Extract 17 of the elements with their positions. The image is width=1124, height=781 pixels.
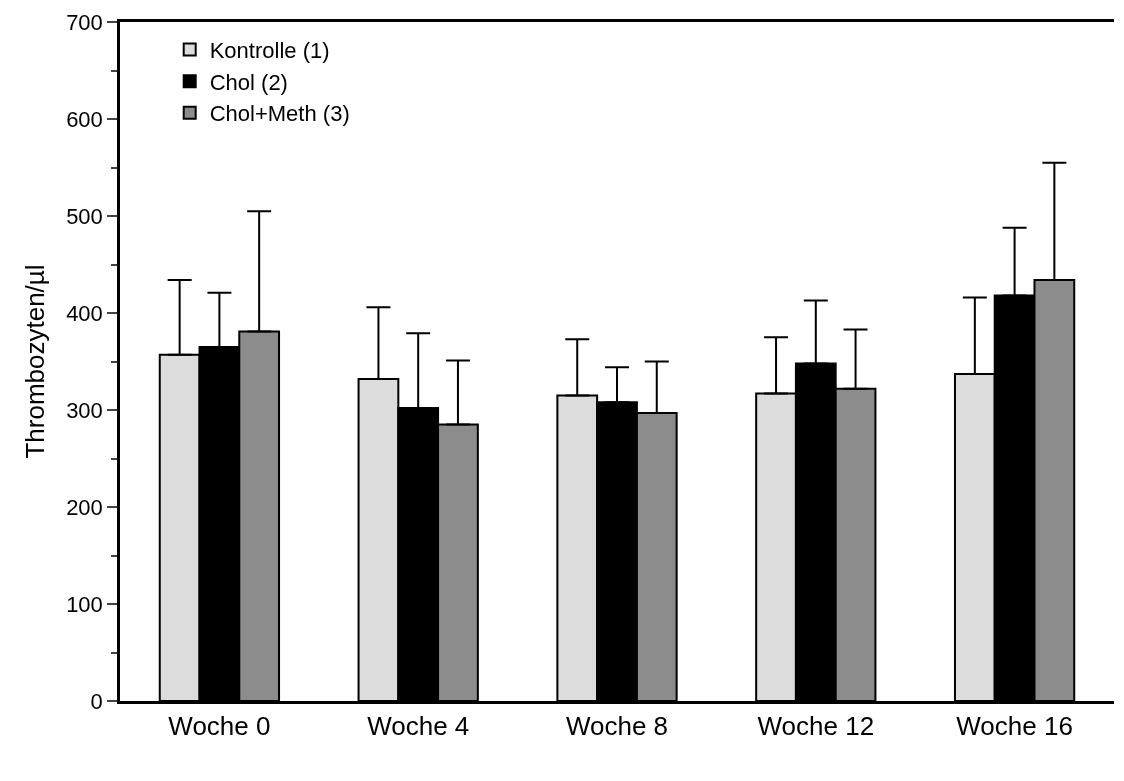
legend-label: Kontrolle (1) [209,38,330,64]
x-tick-label: Woche 8 [565,710,669,741]
y-tick-label: 700 [66,9,103,35]
x-tick-label: Woche 0 [168,710,271,741]
x-tick-label: Woche 12 [757,710,875,741]
legend-label: Chol+Meth (3) [209,101,350,127]
y-tick-label: 300 [66,397,103,423]
y-tick-label: 0 [90,688,103,714]
y-tick-label: 400 [66,300,103,326]
legend-label: Chol (2) [209,69,288,95]
y-tick-label: 100 [66,591,103,617]
x-tick-label: Woche 4 [367,710,470,741]
y-tick-label: 500 [66,203,103,229]
y-tick-label: 600 [66,106,103,132]
y-tick-label: 200 [66,494,103,520]
y-axis-title: Thrombozyten/µl [19,264,50,459]
x-tick-label: Woche 16 [956,710,1073,741]
